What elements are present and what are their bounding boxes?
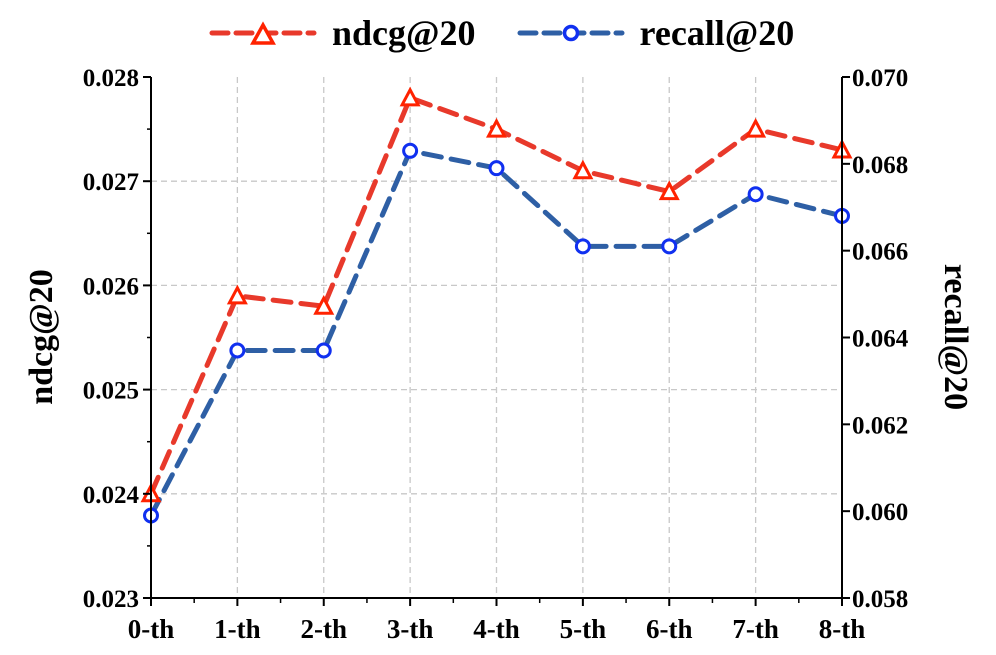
triangle-marker-icon bbox=[209, 21, 317, 45]
circle-marker-icon bbox=[229, 342, 246, 359]
legend-label-recall: recall@20 bbox=[639, 13, 795, 53]
circle-marker-icon bbox=[574, 238, 591, 255]
left-tick-label: 0.028 bbox=[83, 65, 139, 92]
x-tick-label: 2-th bbox=[301, 614, 348, 644]
left-tick-label: 0.027 bbox=[83, 169, 139, 196]
left-axis-title: ndcg@20 bbox=[23, 269, 60, 405]
circle-marker-icon bbox=[661, 238, 678, 255]
triangle-marker-icon bbox=[399, 86, 421, 107]
grid-lines bbox=[151, 77, 842, 598]
x-tick-label: 7-th bbox=[732, 614, 779, 644]
right-tick-label: 0.060 bbox=[852, 499, 908, 526]
triangle-marker-icon bbox=[572, 159, 594, 180]
right-axis-title: recall@20 bbox=[937, 264, 974, 410]
x-tick-label: 1-th bbox=[214, 614, 261, 644]
triangle-marker-icon bbox=[745, 117, 767, 138]
triangle-marker-icon bbox=[486, 117, 507, 138]
right-tick-label: 0.068 bbox=[852, 152, 908, 179]
right-tick-label: 0.058 bbox=[852, 586, 908, 613]
circle-marker-icon bbox=[402, 142, 419, 159]
circle-marker-icon bbox=[315, 342, 332, 359]
right-tick-label: 0.066 bbox=[852, 239, 908, 266]
left-tick-label: 0.023 bbox=[83, 586, 139, 613]
triangle-marker-icon bbox=[658, 180, 680, 201]
right-tick-label: 0.064 bbox=[852, 326, 909, 353]
x-tick-label: 4-th bbox=[473, 614, 520, 644]
circle-marker-icon bbox=[517, 24, 625, 42]
legend-item-recall: recall@20 bbox=[516, 12, 795, 54]
legend-label-ndcg: ndcg@20 bbox=[332, 13, 476, 53]
left-tick-label: 0.024 bbox=[83, 482, 140, 509]
axes: 0.023 0.024 0.025 0.026 0.027 0.028 0.058 0.060… bbox=[83, 65, 909, 644]
circle-marker-icon bbox=[488, 160, 505, 177]
x-tick-label: 8-th bbox=[819, 614, 866, 644]
x-tick-label: 5-th bbox=[560, 614, 607, 644]
triangle-marker-icon bbox=[313, 295, 335, 315]
x-tick-label: 3-th bbox=[387, 614, 434, 644]
triangle-marker-icon bbox=[226, 284, 248, 305]
right-tick-label: 0.070 bbox=[852, 65, 908, 92]
circle-marker-icon bbox=[747, 186, 764, 203]
left-tick-label: 0.026 bbox=[83, 273, 139, 300]
legend-item-ndcg: ndcg@20 bbox=[208, 12, 476, 54]
left-tick-label: 0.025 bbox=[83, 378, 139, 405]
x-tick-label: 6-th bbox=[646, 614, 693, 644]
right-tick-label: 0.062 bbox=[852, 412, 908, 439]
legend: ndcg@20 recall@20 bbox=[208, 8, 834, 58]
x-tick-label: 0-th bbox=[128, 614, 175, 644]
